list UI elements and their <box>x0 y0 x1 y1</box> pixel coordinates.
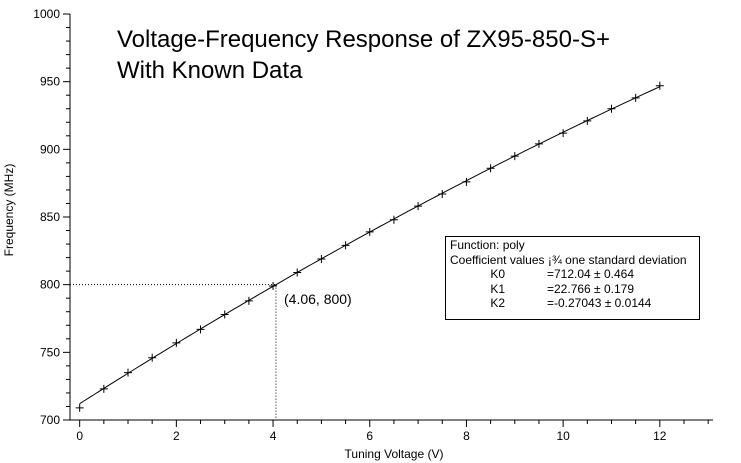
annotation-guides <box>70 284 277 420</box>
coef-name: K1 <box>490 281 505 296</box>
data-point <box>196 325 205 334</box>
data-point <box>293 268 302 277</box>
coef-value: =22.766 ± 0.179 <box>547 281 634 296</box>
coef-value: =712.04 ± 0.464 <box>547 267 634 281</box>
data-point <box>365 227 374 236</box>
y-tick-label: 950 <box>40 75 60 89</box>
data-point <box>462 177 471 186</box>
data-point <box>148 353 157 362</box>
data-point <box>583 116 592 125</box>
x-tick-label: 10 <box>556 429 570 443</box>
data-point <box>655 81 664 90</box>
data-point <box>559 129 568 138</box>
fit-row-k1: K1 =22.766 ± 0.179 <box>450 282 695 297</box>
x-tick-label: 2 <box>173 429 180 443</box>
data-point <box>317 254 326 263</box>
x-axis-title: Tuning Voltage (V) <box>345 447 444 461</box>
data-point <box>269 282 278 291</box>
coef-name: K2 <box>490 296 505 310</box>
data-point <box>534 139 543 148</box>
y-tick-label: 900 <box>40 142 60 156</box>
y-tick-label: 850 <box>40 210 60 224</box>
fit-row-k2: K2 =-0.27043 ± 0.0144 <box>450 296 695 311</box>
y-tick-label: 1000 <box>33 7 60 21</box>
data-point <box>341 241 350 250</box>
fit-results-box: Function: poly Coefficient values ¡¾ one… <box>445 236 700 320</box>
y-tick-label: 800 <box>40 278 60 292</box>
annotation-label: (4.06, 800) <box>284 291 352 307</box>
data-point <box>75 403 84 412</box>
data-point <box>220 310 229 319</box>
data-points <box>75 81 664 412</box>
x-tick-label: 6 <box>366 429 373 443</box>
coef-name: K0 <box>490 267 505 281</box>
x-tick-label: 4 <box>270 429 277 443</box>
data-point <box>631 93 640 102</box>
data-point <box>124 368 133 377</box>
x-tick-label: 12 <box>653 429 667 443</box>
data-point <box>389 215 398 224</box>
chart-title-line-2: With Known Data <box>117 57 303 84</box>
data-point <box>414 202 423 211</box>
data-point <box>99 384 108 393</box>
y-ticks: 700 750 800 850 900 950 1000 <box>33 7 70 427</box>
fit-row-k0: K0 =712.04 ± 0.464 <box>450 267 695 282</box>
coef-value: =-0.27043 ± 0.0144 <box>547 296 652 310</box>
fit-function-line: Function: poly <box>450 238 525 252</box>
fit-coefficients-heading: Coefficient values ¡¾ one standard devia… <box>450 252 687 267</box>
chart-title-line-1: Voltage-Frequency Response of ZX95-850-S… <box>117 26 610 53</box>
data-point <box>510 152 519 161</box>
data-point <box>486 164 495 173</box>
y-tick-label: 700 <box>40 413 60 427</box>
x-ticks: 0 2 4 6 8 10 12 <box>76 420 709 443</box>
data-point <box>244 296 253 305</box>
data-point <box>438 189 447 198</box>
y-tick-label: 750 <box>40 345 60 359</box>
data-point <box>607 104 616 113</box>
x-tick-label: 0 <box>76 429 83 443</box>
data-point <box>172 338 181 347</box>
y-axis-title: Frequency (MHz) <box>2 164 16 257</box>
x-tick-label: 8 <box>463 429 470 443</box>
